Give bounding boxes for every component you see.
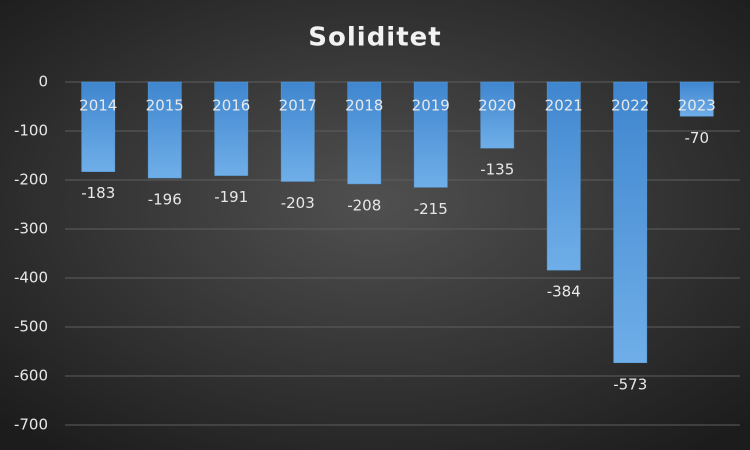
data-label: -196 — [148, 191, 182, 209]
bar — [81, 81, 116, 172]
bar — [480, 81, 515, 149]
bar — [214, 81, 249, 176]
bar — [413, 81, 448, 188]
bar — [280, 81, 315, 182]
data-label: -384 — [547, 283, 581, 301]
y-tick-label: 0 — [38, 73, 48, 91]
data-label: -191 — [214, 188, 248, 206]
data-label: -573 — [613, 375, 647, 393]
data-label: -215 — [414, 200, 448, 218]
x-tick-label: 2018 — [345, 97, 383, 115]
y-tick-label: -600 — [14, 367, 48, 385]
y-tick-label: -100 — [14, 122, 48, 140]
y-tick-label: -300 — [14, 220, 48, 238]
x-tick-label: 2015 — [146, 97, 184, 115]
x-tick-label: 2016 — [212, 97, 250, 115]
bar — [679, 81, 714, 117]
x-tick-label: 2021 — [545, 97, 583, 115]
x-tick-label: 2020 — [478, 97, 516, 115]
x-tick-label: 2022 — [611, 97, 649, 115]
bar — [347, 81, 382, 185]
y-tick-label: -400 — [14, 269, 48, 287]
data-label: -135 — [480, 161, 514, 179]
data-label: -70 — [685, 129, 710, 147]
y-tick-label: -500 — [14, 318, 48, 336]
data-label: -208 — [347, 196, 381, 214]
bar — [147, 81, 182, 179]
data-label: -183 — [81, 184, 115, 202]
x-tick-label: 2019 — [412, 97, 450, 115]
y-tick-label: -200 — [14, 171, 48, 189]
y-tick-label: -700 — [14, 416, 48, 434]
bar — [546, 81, 581, 271]
bar — [613, 81, 648, 364]
x-tick-label: 2017 — [279, 97, 317, 115]
data-label: -203 — [281, 194, 315, 212]
chart-title: Soliditet — [308, 23, 441, 53]
x-tick-label: 2014 — [79, 97, 117, 115]
x-tick-label: 2023 — [678, 97, 716, 115]
